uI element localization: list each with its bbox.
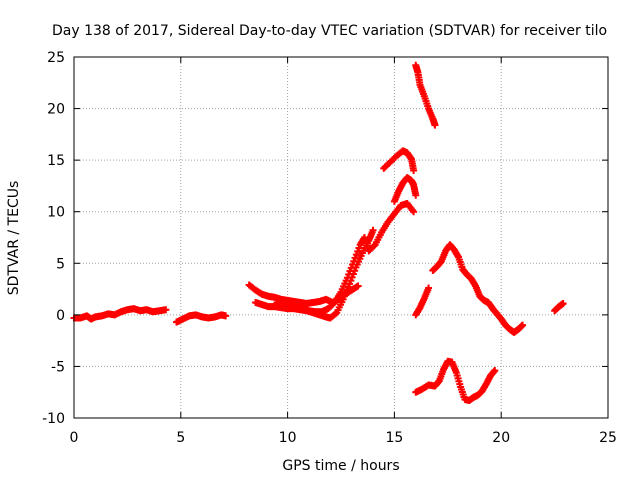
- data-point: [412, 191, 420, 199]
- x-tick-label: 10: [279, 430, 297, 446]
- data-point-fill: [370, 242, 378, 250]
- data-points: [70, 61, 567, 404]
- data-point: [162, 306, 170, 314]
- series-track-6: [380, 147, 418, 174]
- data-point: [369, 226, 377, 234]
- data-point: [410, 166, 418, 174]
- data-point: [431, 121, 439, 129]
- data-point: [559, 300, 567, 308]
- x-tick-label: 20: [492, 430, 510, 446]
- x-tick-label: 15: [385, 430, 403, 446]
- x-tick-label: 25: [599, 430, 617, 446]
- series-track-4: [252, 226, 377, 322]
- data-point: [222, 312, 230, 320]
- chart-title: Day 138 of 2017, Sidereal Day-to-day VTE…: [52, 23, 607, 39]
- series-track-5: [273, 199, 418, 316]
- data-point: [519, 321, 527, 329]
- x-tick-label: 5: [176, 430, 185, 446]
- series-track-2: [173, 311, 230, 326]
- series-track-10: [429, 241, 527, 336]
- y-axis-label: SDTVAR / TECUs: [6, 181, 22, 296]
- x-tick-label: 0: [70, 430, 79, 446]
- plot-frame: [73, 56, 609, 419]
- data-point: [491, 367, 499, 375]
- data-point: [425, 284, 433, 292]
- y-tick-label: 5: [56, 256, 65, 272]
- y-tick-label: -10: [42, 411, 65, 427]
- grid-lines: [73, 56, 609, 419]
- data-point: [354, 282, 362, 290]
- series-track-9: [412, 284, 433, 319]
- y-tick-label: -5: [51, 359, 65, 375]
- y-tick-label: 10: [47, 205, 65, 221]
- data-point-fill: [331, 310, 339, 318]
- series-track-1: [70, 305, 170, 323]
- x-axis-label: GPS time / hours: [282, 458, 399, 474]
- series-track-8: [412, 61, 439, 129]
- axis-ticks: 0 5 10 15 20 25 -10 -5 0 5 10 15 20 25: [42, 50, 617, 446]
- y-tick-label: 20: [47, 102, 65, 118]
- series-track-12: [551, 300, 567, 315]
- y-tick-label: 15: [47, 153, 65, 169]
- data-point: [410, 208, 418, 216]
- series-track-11: [412, 357, 499, 404]
- y-tick-label: 25: [47, 50, 65, 66]
- y-tick-label: 0: [56, 308, 65, 324]
- series-track-7: [390, 174, 420, 205]
